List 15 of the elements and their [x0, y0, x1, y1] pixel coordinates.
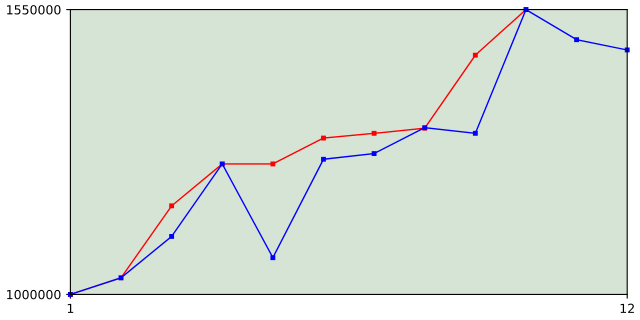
point — [169, 234, 174, 239]
x-tick-label: 1 — [68, 304, 74, 313]
point — [270, 255, 276, 260]
point — [321, 156, 326, 162]
y-tick-label: 1000000 — [7, 290, 61, 300]
point — [270, 161, 276, 166]
x-tick-label: 12 — [620, 304, 634, 313]
point — [372, 151, 377, 156]
point — [472, 130, 478, 136]
point — [472, 52, 478, 58]
point — [574, 37, 580, 42]
point — [321, 136, 326, 140]
y-tick-label: 1550000 — [7, 5, 61, 15]
point — [169, 203, 174, 208]
point — [372, 130, 377, 136]
